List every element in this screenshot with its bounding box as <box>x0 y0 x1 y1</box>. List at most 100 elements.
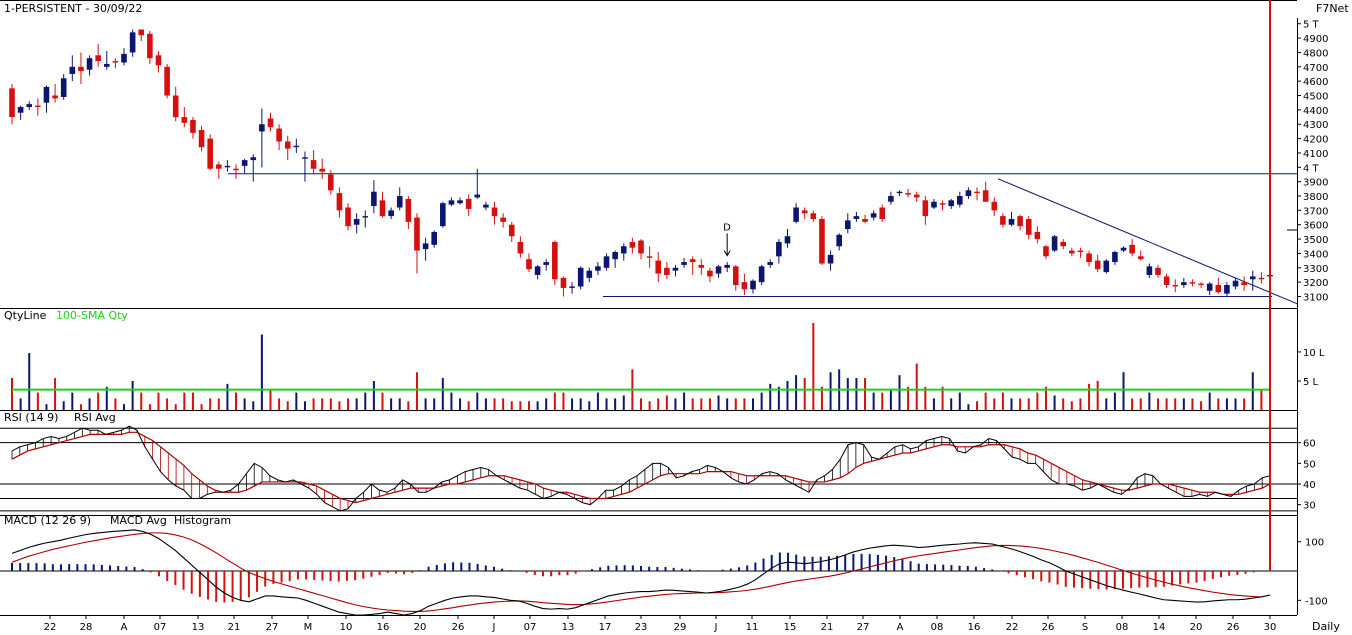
candle-body <box>1198 283 1204 286</box>
candle-body <box>862 218 868 222</box>
candle-body <box>1094 260 1101 270</box>
candle-body <box>620 246 627 254</box>
candle <box>1043 244 1049 260</box>
candle <box>86 55 93 76</box>
candle <box>388 207 394 219</box>
volume-bar <box>717 395 720 410</box>
price-tick-label: 4700 <box>1303 63 1328 74</box>
candle-body <box>155 55 162 66</box>
price-pane[interactable]: D <box>9 29 1298 305</box>
volume-pane[interactable]: QtyLine 100-SMA Qty <box>4 309 1271 410</box>
candle <box>181 107 188 128</box>
price-tick-label: 4100 <box>1303 149 1328 160</box>
volume-bar <box>45 404 48 410</box>
candle-body <box>241 160 248 166</box>
candle-body <box>164 66 170 96</box>
candle <box>379 191 386 218</box>
volume-bar <box>140 392 143 410</box>
volume-bar <box>1208 392 1211 410</box>
volume-title: QtyLine <box>4 309 47 322</box>
candle <box>672 264 679 277</box>
candle-body <box>603 256 610 268</box>
price-tick-label: 4500 <box>1303 92 1328 103</box>
volume-bar <box>217 398 220 410</box>
volume-bar <box>545 398 548 410</box>
candle <box>681 257 687 268</box>
chart-frame <box>0 0 1298 616</box>
candle-body <box>43 86 50 103</box>
rsi-pane[interactable]: RSI (14 9) RSI Avg <box>0 411 1297 512</box>
candle-body <box>1206 283 1213 291</box>
x-tick-label: 07 <box>154 622 167 633</box>
candle <box>844 213 851 234</box>
candle-body <box>707 270 713 277</box>
volume-bar <box>1148 392 1151 410</box>
candle <box>259 108 265 168</box>
volume-bar <box>226 383 229 410</box>
volume-bar <box>752 398 755 410</box>
candle-body <box>948 200 954 207</box>
volume-bar <box>1019 398 1022 410</box>
volume-bar <box>407 401 410 410</box>
candle-body <box>1129 244 1135 254</box>
candle <box>78 52 84 85</box>
candle-body <box>560 277 567 288</box>
candle-body <box>224 165 231 168</box>
x-tick-label: 13 <box>192 622 205 633</box>
macd-avg-title: MACD Avg <box>110 514 167 527</box>
candle <box>362 210 369 228</box>
candle-body <box>1112 252 1118 263</box>
candle-body <box>233 168 239 171</box>
rsi-tick-label: 60 <box>1303 439 1316 450</box>
volume-bar <box>855 378 858 410</box>
candle-body <box>552 241 558 280</box>
volume-bar <box>338 401 341 410</box>
volume-bar <box>743 398 746 410</box>
candle <box>629 237 636 254</box>
candle-body <box>750 280 756 290</box>
x-tick-label: M <box>304 622 313 633</box>
candle-body <box>896 191 903 194</box>
candle <box>750 279 756 294</box>
candle <box>1025 216 1032 240</box>
candle <box>215 161 222 179</box>
candle-body <box>302 157 308 159</box>
candle <box>603 253 610 271</box>
price-tick-label: 4600 <box>1303 77 1328 88</box>
candle <box>948 198 954 209</box>
price-tick-label: 4200 <box>1303 135 1328 146</box>
volume-bar <box>1217 398 1220 410</box>
volume-bar <box>993 398 996 410</box>
candle-body <box>1043 246 1049 257</box>
volume-bar <box>36 392 39 410</box>
candle-body <box>913 194 920 198</box>
volume-bar <box>62 401 65 410</box>
volume-bar <box>1251 372 1254 410</box>
volume-bar <box>1010 398 1013 410</box>
candle <box>801 207 808 219</box>
candle-body <box>440 203 446 227</box>
candle-body <box>1189 282 1196 284</box>
candle <box>827 250 834 271</box>
candle <box>1137 250 1144 261</box>
candle-body <box>784 236 791 244</box>
volume-bar <box>329 398 332 410</box>
volume-bar <box>364 392 367 410</box>
candle <box>43 85 50 113</box>
volume-bar <box>976 401 979 410</box>
macd-pane[interactable]: MACD (12 26 9) MACD Avg Histogram <box>0 0 1297 616</box>
volume-bar <box>795 375 798 410</box>
volume-bar <box>424 398 427 410</box>
candle-body <box>689 259 696 263</box>
candle-body <box>491 207 498 217</box>
candle <box>336 187 343 218</box>
candle-body <box>1060 241 1067 247</box>
candle-body <box>60 78 67 97</box>
candle <box>1120 246 1127 253</box>
candle <box>689 256 696 275</box>
candle-body <box>1172 285 1179 287</box>
volume-bar <box>1113 392 1116 410</box>
candle <box>172 86 179 122</box>
candle-body <box>767 262 774 265</box>
vendor-label: F7Net <box>1316 2 1349 15</box>
